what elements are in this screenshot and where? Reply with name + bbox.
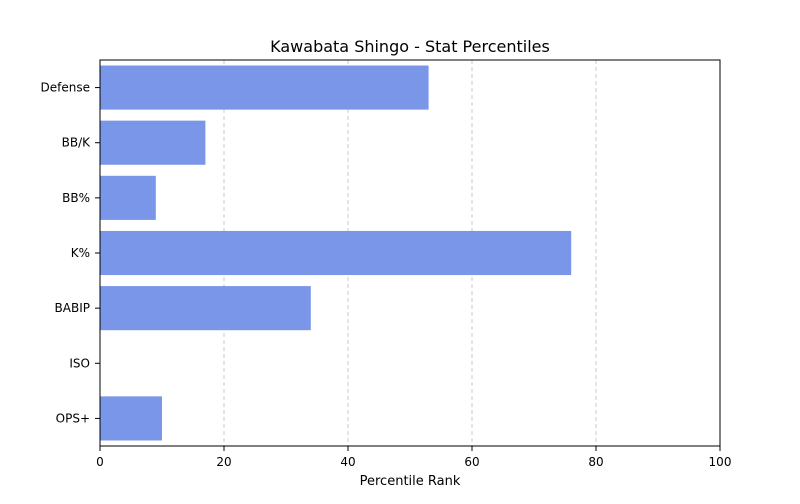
x-tick-label: 20 bbox=[216, 455, 231, 469]
chart-title: Kawabata Shingo - Stat Percentiles bbox=[270, 37, 550, 56]
bar-defense bbox=[100, 65, 429, 110]
bar-babip bbox=[100, 286, 311, 331]
y-tick-label: Defense bbox=[41, 81, 90, 95]
bar-bb- bbox=[100, 175, 156, 220]
y-axis-ticks: Defense BB/K BB% K% BABIP ISO OPS+ bbox=[41, 81, 100, 425]
x-axis-label: Percentile Rank bbox=[360, 474, 461, 489]
x-axis-ticks: 0 20 40 60 80 100 bbox=[96, 446, 731, 469]
bar-bb-k bbox=[100, 120, 206, 165]
x-tick-label: 80 bbox=[588, 455, 603, 469]
y-tick-label: BB/K bbox=[62, 136, 92, 150]
bar-ops- bbox=[100, 396, 162, 441]
y-tick-label: K% bbox=[71, 246, 90, 260]
y-tick-label: ISO bbox=[69, 356, 90, 370]
x-tick-label: 40 bbox=[340, 455, 355, 469]
y-tick-label: BB% bbox=[62, 191, 90, 205]
x-tick-label: 60 bbox=[464, 455, 479, 469]
x-tick-label: 0 bbox=[96, 455, 104, 469]
x-tick-label: 100 bbox=[709, 455, 732, 469]
bar-k- bbox=[100, 230, 572, 276]
y-tick-label: OPS+ bbox=[56, 411, 90, 425]
y-tick-label: BABIP bbox=[55, 301, 90, 315]
bars bbox=[100, 65, 572, 441]
